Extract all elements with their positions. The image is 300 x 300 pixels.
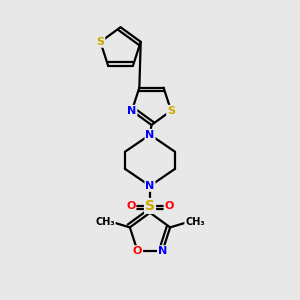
Text: N: N <box>158 246 167 256</box>
Text: S: S <box>96 37 104 47</box>
Text: N: N <box>146 130 154 140</box>
Text: CH₃: CH₃ <box>95 217 115 227</box>
Text: O: O <box>164 201 174 211</box>
Text: S: S <box>167 106 175 116</box>
Text: O: O <box>126 201 136 211</box>
Text: O: O <box>133 246 142 256</box>
Text: S: S <box>145 199 155 213</box>
Text: N: N <box>146 181 154 191</box>
Text: CH₃: CH₃ <box>185 217 205 227</box>
Text: N: N <box>127 106 136 116</box>
